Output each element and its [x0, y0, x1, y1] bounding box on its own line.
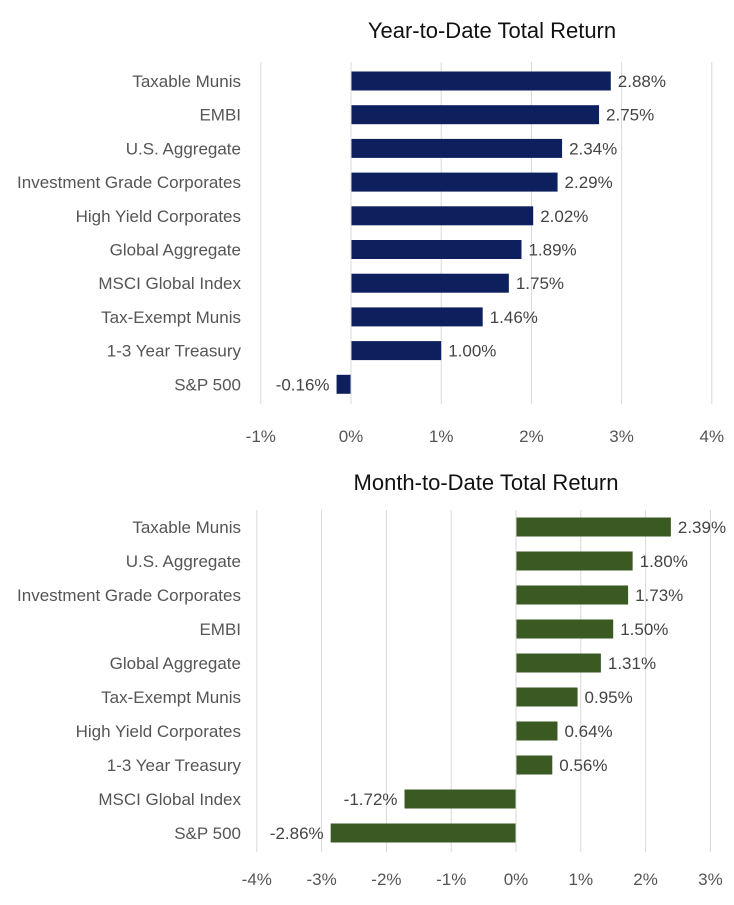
mtd-category-label: 1-3 Year Treasury: [107, 756, 242, 775]
mtd-data-label: 0.64%: [564, 722, 612, 741]
mtd-data-label: -2.86%: [270, 824, 324, 843]
ytd-data-label: 1.46%: [490, 308, 538, 327]
mtd-chart: Month-to-Date Total Return Taxable Munis 2…: [0, 452, 734, 905]
mtd-tick-label: -4%: [242, 870, 272, 889]
mtd-bar: [516, 517, 671, 537]
ytd-category-label: 1-3 Year Treasury: [107, 342, 242, 361]
mtd-data-label: 1.73%: [635, 586, 683, 605]
mtd-bar: [516, 619, 614, 639]
mtd-data-label: 1.80%: [640, 552, 688, 571]
mtd-category-label: Tax-Exempt Munis: [101, 688, 241, 707]
mtd-category-label: S&P 500: [174, 824, 241, 843]
mtd-tick-label: -2%: [371, 870, 401, 889]
ytd-data-label: 2.02%: [540, 207, 588, 226]
ytd-bar: [351, 172, 558, 192]
ytd-chart-svg: Year-to-Date Total Return Taxable Munis 2.…: [17, 18, 725, 446]
ytd-tick-label: 4%: [700, 427, 725, 446]
ytd-bar: [351, 240, 522, 259]
ytd-bar: [351, 273, 509, 293]
mtd-category-label: Investment Grade Corporates: [17, 586, 241, 605]
mtd-bar: [516, 653, 601, 673]
ytd-data-label: 2.75%: [606, 106, 654, 125]
mtd-tick-label: 1%: [569, 870, 594, 889]
ytd-bar: [351, 105, 600, 125]
mtd-bar: [516, 551, 633, 571]
mtd-category-label: Global Aggregate: [110, 654, 241, 673]
mtd-data-label: 0.95%: [585, 688, 633, 707]
ytd-data-label: 1.75%: [516, 274, 564, 293]
mtd-tick-label: -1%: [436, 870, 466, 889]
mtd-chart-svg: Month-to-Date Total Return Taxable Munis 2…: [17, 470, 726, 889]
ytd-category-label: S&P 500: [174, 375, 241, 394]
mtd-bar: [516, 755, 553, 775]
mtd-bar: [404, 789, 516, 809]
ytd-tick-label: -1%: [246, 427, 276, 446]
ytd-data-label: 2.34%: [569, 139, 617, 158]
ytd-chart-title: Year-to-Date Total Return: [368, 18, 616, 43]
ytd-category-label: Investment Grade Corporates: [17, 173, 241, 192]
ytd-data-label: -0.16%: [276, 375, 330, 394]
mtd-tick-label: 2%: [633, 870, 658, 889]
mtd-data-label: 1.50%: [620, 620, 668, 639]
ytd-bar: [351, 138, 563, 158]
ytd-category-label: Taxable Munis: [132, 72, 241, 91]
mtd-category-label: Taxable Munis: [132, 518, 241, 537]
ytd-bar: [351, 71, 611, 91]
ytd-tick-label: 1%: [429, 427, 454, 446]
ytd-bar: [351, 341, 442, 361]
mtd-bar: [516, 687, 578, 707]
mtd-category-label: MSCI Global Index: [98, 790, 241, 809]
ytd-category-label: MSCI Global Index: [98, 274, 241, 293]
mtd-category-label: High Yield Corporates: [76, 722, 241, 741]
ytd-data-label: 1.89%: [528, 241, 576, 260]
ytd-bar: [351, 307, 483, 327]
ytd-tick-label: 0%: [339, 427, 364, 446]
mtd-category-label: U.S. Aggregate: [126, 552, 241, 571]
ytd-category-label: U.S. Aggregate: [126, 139, 241, 158]
mtd-data-label: 0.56%: [559, 756, 607, 775]
mtd-bar: [516, 721, 558, 741]
ytd-tick-label: 2%: [519, 427, 544, 446]
mtd-data-label: 1.31%: [608, 654, 656, 673]
mtd-category-label: EMBI: [199, 620, 241, 639]
ytd-category-label: Tax-Exempt Munis: [101, 308, 241, 327]
mtd-bar: [330, 823, 516, 843]
ytd-bar: [351, 206, 534, 226]
ytd-data-label: 1.00%: [448, 342, 496, 361]
ytd-category-label: Global Aggregate: [110, 241, 241, 260]
ytd-tick-label: 3%: [609, 427, 634, 446]
mtd-tick-label: 0%: [504, 870, 529, 889]
ytd-chart: Year-to-Date Total Return Taxable Munis 2.…: [0, 0, 734, 452]
mtd-bar: [516, 585, 629, 605]
ytd-data-label: 2.88%: [618, 72, 666, 91]
mtd-data-label: -1.72%: [344, 790, 398, 809]
ytd-data-label: 2.29%: [565, 173, 613, 192]
ytd-category-label: EMBI: [199, 106, 241, 125]
mtd-tick-label: -3%: [306, 870, 336, 889]
ytd-category-label: High Yield Corporates: [76, 207, 241, 226]
mtd-chart-title: Month-to-Date Total Return: [354, 470, 619, 495]
ytd-bar: [336, 374, 351, 394]
mtd-data-label: 2.39%: [678, 518, 726, 537]
mtd-tick-label: 3%: [698, 870, 723, 889]
